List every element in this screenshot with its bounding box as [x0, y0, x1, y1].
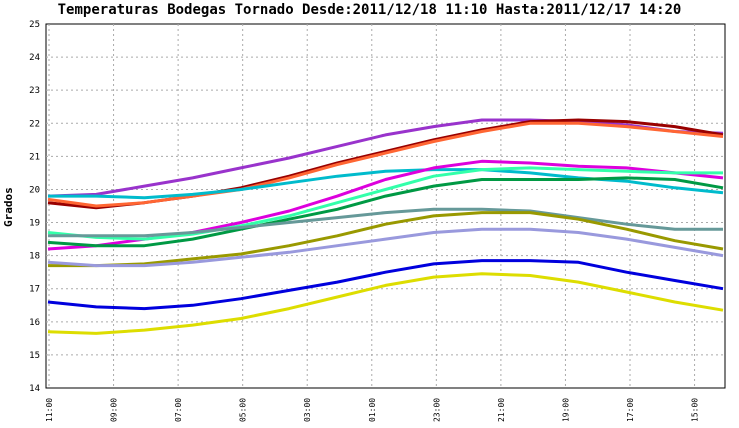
- y-tick-label: 22: [29, 119, 40, 129]
- series-line-6: [47, 166, 723, 241]
- x-tick-label: 05:00: [239, 398, 248, 422]
- y-tick-label: 25: [29, 20, 40, 30]
- x-tick-label: 01:00: [368, 398, 377, 422]
- y-tick-label: 21: [29, 152, 40, 162]
- y-tick-label: 18: [29, 252, 40, 262]
- x-tick-label: 17:00: [626, 398, 635, 422]
- plot-frame: [45, 23, 726, 389]
- y-tick-label: 23: [29, 86, 40, 96]
- x-tick-label: 19:00: [561, 398, 570, 422]
- x-tick-label: 03:00: [303, 398, 312, 422]
- y-tick-label: 16: [29, 318, 40, 328]
- series-line-8: [48, 207, 723, 238]
- y-tick-label: 19: [29, 219, 40, 229]
- x-tick-label: 23:00: [432, 398, 441, 422]
- y-tick-label: 14: [29, 384, 40, 394]
- y-tick-label: 20: [29, 185, 40, 195]
- x-tick-label: 21:00: [497, 398, 506, 422]
- x-tick-label: 11:00: [45, 398, 54, 422]
- series-line-11: [47, 259, 724, 311]
- y-tick-label: 24: [29, 53, 40, 63]
- axis-layer: 14 15 16 17 18 19 20 21 22 23 24 25 11:00 09:00 07:00 0…: [29, 20, 699, 422]
- y-tick-label: 15: [29, 351, 40, 361]
- series-line-9: [48, 211, 724, 268]
- series-line-1: [47, 118, 724, 198]
- x-tick-label: 15:00: [691, 398, 700, 422]
- chart-title: Temperaturas Bodegas Tornado Desde:2011/…: [57, 2, 682, 18]
- grid-layer: [45, 23, 726, 389]
- x-tick-label: 09:00: [110, 398, 119, 422]
- x-tick-label: 07:00: [174, 398, 183, 422]
- series-line-3: [47, 121, 724, 208]
- series-line-12: [47, 272, 724, 335]
- series-line-4: [48, 168, 724, 200]
- series-line-10: [47, 227, 724, 268]
- series-line-7: [47, 176, 724, 248]
- y-tick-label: 17: [29, 285, 40, 295]
- series-layer: [47, 118, 724, 335]
